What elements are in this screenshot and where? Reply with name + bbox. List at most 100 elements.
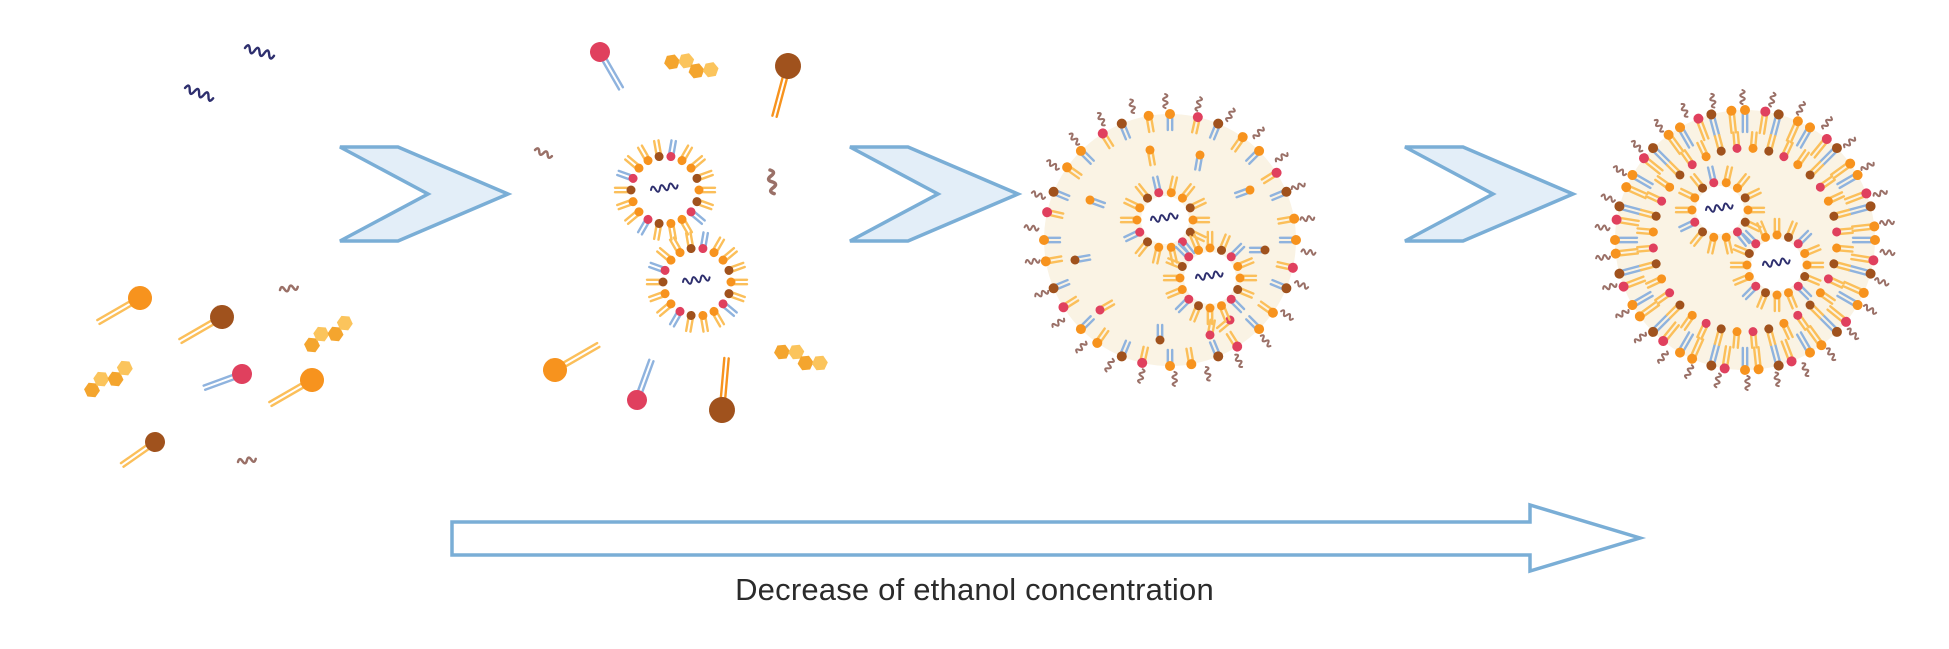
shell-lipid [1618,275,1647,292]
inner-shell-lipid [1713,324,1726,347]
micelle-lipid [1235,273,1258,283]
inner-shell-lipid [1713,133,1726,156]
shell-lipid [1795,331,1815,358]
shell-lipid [1278,235,1301,245]
micelle-lipid [1226,242,1246,262]
micelle-lipid [1166,175,1179,198]
shell-lipid [1225,330,1243,352]
inner-shell-lipid [1748,131,1758,153]
shell-lipid [1048,278,1071,294]
shell-lipid [1165,348,1175,371]
micelle-lipid [1729,260,1752,270]
micelle-lipid [613,185,636,195]
helper-lipid [709,356,735,423]
micelle-lipid [624,154,644,173]
shell-lipid [1706,342,1721,371]
shell-lipid [1275,260,1298,273]
inner-shell-lipid [1815,288,1836,305]
micelle-lipid [656,299,676,318]
shell-lipid [1638,153,1664,175]
peg-chain [1713,372,1722,389]
shell-lipid [1092,327,1110,348]
micelle-lipid [1233,257,1255,272]
inner-shell-lipid [1779,318,1794,341]
shell-lipid [1740,105,1750,134]
micelle-lipid [648,289,670,303]
shell-lipid [1847,201,1876,216]
rna-core [1162,230,1258,326]
helper-lipid [178,305,234,345]
micelle-lipid [1189,301,1204,323]
cholesterol [664,53,719,79]
shell-lipid [1850,221,1880,233]
inner-shell-lipid [1805,160,1825,180]
shell-lipid [1185,346,1197,370]
peg-chain [1683,364,1695,380]
micelle-lipid [724,289,746,303]
shell-lipid [1805,324,1827,351]
peg-chain [766,168,778,196]
peg-chain [1878,219,1895,227]
micelle-lipid [1162,273,1185,283]
micelle-lipid [1174,242,1194,262]
step-arrow-3 [1404,145,1578,243]
peg-chain [1046,159,1060,171]
shell-lipid [1841,280,1869,298]
inner-shell-lipid [1696,139,1711,162]
inner-shell-lipid [1805,300,1825,320]
micelle-lipid [1802,260,1825,270]
micelle-lipid [1174,294,1194,314]
micelle-lipid [1732,173,1751,193]
shell-lipid [1260,167,1282,185]
shell-lipid [1143,110,1155,134]
cholesterol [84,360,133,398]
shell-lipid [1843,188,1872,205]
intermediate-nanoparticle [1023,93,1317,387]
peg-chain [1024,257,1041,265]
shell-lipid [1042,207,1065,220]
micelle-lipid [1216,233,1231,255]
peg-chain [1128,98,1136,114]
peg-chain [1630,139,1644,153]
micelle-lipid [1756,288,1771,310]
peg-chain [1162,93,1169,110]
micelle-lipid [1721,165,1734,188]
shell-lipid [1208,118,1224,141]
micelle-lipid [692,197,714,211]
micelle-lipid [645,277,668,287]
peg-chain [1872,189,1888,198]
peg-chain [1633,331,1648,344]
inner-lipid [1145,145,1156,167]
micelle-lipid [677,214,694,236]
peg-chain [1860,161,1875,171]
micelle-lipid [726,277,749,287]
shell-lipid [1769,342,1784,371]
peg-chain [1744,374,1751,391]
shell-lipid [1058,295,1080,313]
micelle-lipid [652,139,664,162]
peg-lipid [627,358,655,410]
peg-chain [1842,136,1857,149]
shell-lipid [1826,305,1852,327]
shell-lipid [1039,235,1062,245]
peg-chain [1595,253,1612,261]
shell-lipid [1785,116,1803,144]
peg-chain [1293,280,1310,290]
peg-chain [1709,92,1717,109]
micelle-lipid [1721,232,1734,255]
shell-lipid [1818,313,1842,337]
cholesterol [304,315,353,353]
ionizable-lipid [268,368,324,408]
micelle-lipid [1233,284,1255,299]
shell-lipid [1658,321,1680,347]
inner-lipid [1194,150,1205,172]
micelle-lipid [1740,187,1762,203]
micelle-lipid [1678,187,1700,203]
peg-chain [1768,91,1777,108]
micelle-lipid [1772,290,1782,313]
micelle-lipid [636,214,653,236]
process-arrows [339,145,1647,574]
shell-lipid [1062,162,1083,180]
micelle-lipid [1783,288,1798,310]
inner-shell-lipid [1832,227,1854,237]
